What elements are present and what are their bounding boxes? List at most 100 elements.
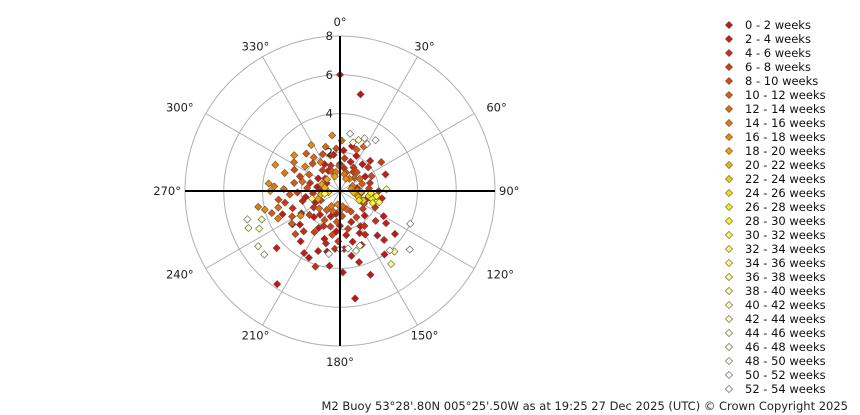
data-point bbox=[371, 216, 380, 225]
data-point bbox=[285, 190, 294, 199]
main-axes bbox=[185, 36, 495, 346]
data-point bbox=[347, 217, 356, 226]
data-point bbox=[257, 215, 266, 224]
data-point bbox=[244, 223, 253, 233]
data-point bbox=[352, 151, 361, 160]
angle-tick-label: 240° bbox=[166, 268, 194, 282]
data-point bbox=[304, 253, 313, 262]
data-point bbox=[339, 146, 348, 155]
footer-credit: M2 Buoy 53°28'.80N 005°25'.50W as at 19:… bbox=[321, 399, 848, 413]
data-point bbox=[299, 227, 308, 236]
data-point bbox=[347, 251, 356, 260]
data-point bbox=[309, 203, 318, 212]
angle-tick-label: 120° bbox=[486, 268, 514, 282]
data-point bbox=[308, 159, 317, 168]
data-point bbox=[379, 212, 388, 221]
data-point bbox=[367, 172, 376, 181]
legend-entry-label: 38 - 40 weeks bbox=[745, 284, 826, 298]
data-point bbox=[321, 239, 330, 248]
data-point bbox=[328, 131, 337, 140]
data-point bbox=[406, 219, 415, 228]
legend-marker bbox=[724, 76, 734, 86]
data-point bbox=[380, 235, 389, 244]
data-point bbox=[264, 179, 273, 188]
legend-marker bbox=[724, 384, 734, 394]
legend-marker bbox=[724, 370, 734, 380]
data-point bbox=[352, 213, 361, 222]
data-point bbox=[310, 228, 319, 237]
legend-marker bbox=[724, 216, 734, 226]
radial-tick-label: 8 bbox=[326, 29, 333, 43]
data-point bbox=[354, 135, 363, 145]
data-point bbox=[307, 194, 316, 203]
legend-marker bbox=[724, 160, 734, 170]
legend-marker bbox=[724, 300, 734, 310]
data-point bbox=[372, 192, 381, 201]
data-point bbox=[352, 168, 361, 177]
data-point bbox=[319, 222, 328, 231]
data-point bbox=[405, 245, 414, 254]
data-point bbox=[355, 174, 364, 183]
data-point bbox=[332, 144, 341, 153]
data-point bbox=[360, 221, 369, 230]
data-point bbox=[361, 230, 370, 239]
data-point bbox=[293, 188, 302, 197]
legend-entry-label: 36 - 38 weeks bbox=[745, 270, 826, 284]
legend-marker bbox=[724, 62, 734, 72]
legend-entry-label: 34 - 36 weeks bbox=[745, 256, 826, 270]
angle-tick-label: 300° bbox=[166, 101, 194, 115]
legend-marker bbox=[724, 174, 734, 184]
legend-entry-label: 32 - 34 weeks bbox=[745, 242, 826, 256]
data-point bbox=[281, 198, 290, 207]
legend-marker bbox=[724, 146, 734, 156]
data-point bbox=[296, 237, 305, 246]
data-point bbox=[344, 244, 353, 253]
radial-tick-label: 4 bbox=[326, 107, 333, 121]
radial-tick-label: 2 bbox=[326, 145, 333, 159]
data-point bbox=[260, 250, 269, 259]
radial-tick-label: 6 bbox=[326, 68, 333, 82]
angle-tick-label: 60° bbox=[486, 101, 506, 115]
legend-marker bbox=[724, 188, 734, 198]
legend-entry-label: 42 - 44 weeks bbox=[745, 312, 826, 326]
legend-entry-label: 0 - 2 weeks bbox=[745, 18, 811, 32]
legend-marker bbox=[724, 118, 734, 128]
data-point bbox=[377, 158, 386, 167]
data-point bbox=[290, 178, 299, 187]
legend-entry-label: 46 - 48 weeks bbox=[745, 340, 826, 354]
data-point bbox=[314, 174, 323, 183]
legend-entry-label: 16 - 18 weeks bbox=[745, 130, 826, 144]
data-point bbox=[321, 142, 330, 151]
data-point bbox=[311, 262, 320, 271]
legend-marker bbox=[724, 314, 734, 324]
legend-marker bbox=[724, 34, 734, 44]
data-point bbox=[385, 246, 394, 255]
data-point bbox=[298, 177, 307, 186]
data-point bbox=[274, 195, 283, 204]
data-point bbox=[323, 175, 332, 184]
data-point bbox=[290, 151, 299, 160]
radial-tick-labels: 2 4 6 8 bbox=[326, 29, 333, 159]
data-point bbox=[355, 241, 364, 250]
legend-entry-label: 24 - 26 weeks bbox=[745, 186, 826, 200]
data-point bbox=[330, 172, 339, 181]
legend-entry-label: 2 - 4 weeks bbox=[745, 32, 811, 46]
legend-entry-label: 12 - 14 weeks bbox=[745, 102, 826, 116]
legend-marker bbox=[724, 286, 734, 296]
data-point bbox=[288, 212, 297, 221]
data-point bbox=[302, 149, 311, 158]
data-point bbox=[375, 198, 384, 207]
data-point bbox=[271, 160, 280, 169]
angle-tick-label: 270° bbox=[153, 184, 181, 198]
legend-marker bbox=[724, 356, 734, 366]
data-point bbox=[352, 145, 361, 154]
legend-marker bbox=[724, 202, 734, 212]
data-point bbox=[305, 210, 314, 219]
legend-marker bbox=[724, 90, 734, 100]
angle-tick-label: 0° bbox=[333, 15, 346, 29]
angle-tick-label: 30° bbox=[414, 39, 434, 53]
data-point bbox=[326, 151, 335, 160]
data-point bbox=[358, 160, 367, 169]
legend-marker bbox=[724, 244, 734, 254]
